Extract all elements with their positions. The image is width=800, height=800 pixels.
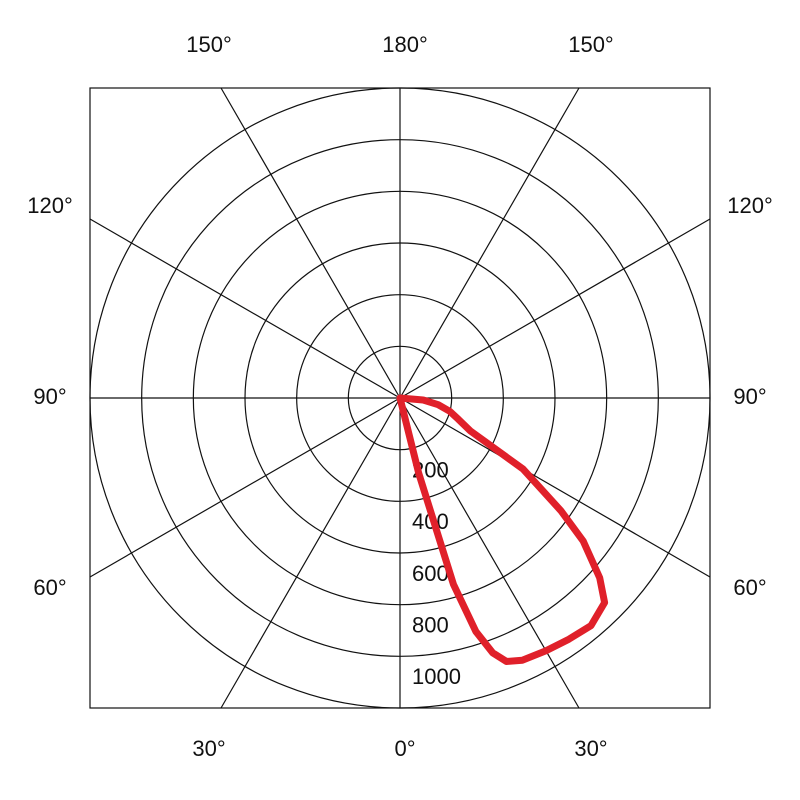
r-tick-label: 1000 — [412, 664, 461, 689]
angle-label: 60° — [33, 575, 66, 600]
angle-label: 150° — [568, 32, 614, 57]
angle-label: 60° — [733, 575, 766, 600]
angle-label: 120° — [27, 193, 73, 218]
angle-label: 90° — [33, 384, 66, 409]
angle-label: 30° — [192, 736, 225, 761]
intensity-curve — [396, 394, 609, 665]
angle-label: 90° — [733, 384, 766, 409]
angle-label: 30° — [574, 736, 607, 761]
spoke — [399, 87, 580, 399]
spoke — [399, 397, 580, 709]
r-tick-label: 600 — [412, 561, 449, 586]
angle-label: 150° — [186, 32, 232, 57]
r-tick-label: 800 — [412, 612, 449, 637]
spoke — [220, 397, 401, 709]
spoke — [220, 87, 401, 399]
angle-label: 180° — [382, 32, 428, 57]
spoke — [89, 397, 401, 578]
angle-label: 120° — [727, 193, 773, 218]
spoke — [399, 218, 711, 399]
spoke — [89, 218, 401, 399]
spoke — [399, 397, 711, 578]
angle-label: 0° — [394, 736, 415, 761]
